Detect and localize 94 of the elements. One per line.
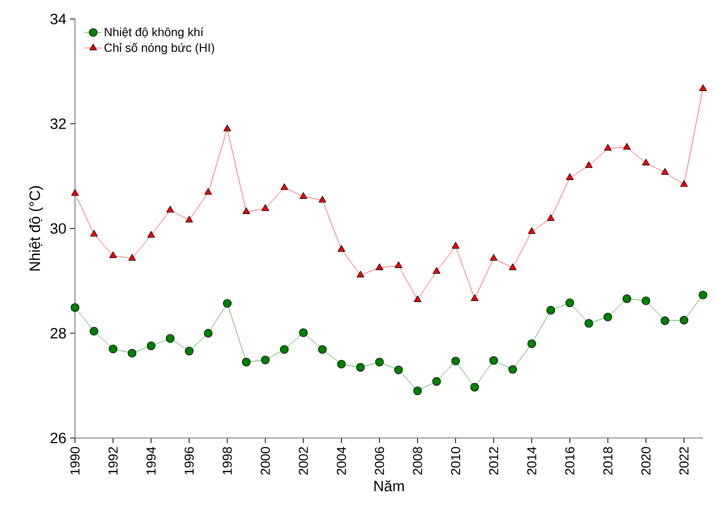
point	[546, 306, 556, 314]
point	[147, 230, 155, 238]
point	[661, 168, 669, 175]
x-tick-label: 2000	[260, 447, 270, 475]
point	[146, 342, 156, 350]
y-tick-label: 28	[50, 328, 66, 339]
point	[623, 143, 631, 150]
point	[280, 345, 289, 354]
point	[452, 242, 460, 249]
point	[318, 345, 327, 354]
point	[242, 207, 250, 214]
point	[71, 189, 79, 196]
x-tick-label: 2020	[641, 447, 650, 475]
point	[470, 382, 479, 392]
x-tick-label: 1992	[108, 447, 118, 474]
point	[166, 334, 174, 343]
point	[699, 84, 707, 91]
point	[128, 254, 136, 261]
point	[318, 196, 326, 202]
point	[300, 192, 308, 199]
x-tick-label: 2004	[336, 446, 346, 475]
point	[584, 318, 594, 328]
point	[680, 180, 688, 187]
point	[642, 296, 650, 306]
point	[642, 158, 650, 166]
point	[356, 362, 365, 372]
point	[109, 251, 117, 258]
point	[528, 227, 536, 234]
point	[508, 263, 516, 270]
point	[70, 303, 80, 312]
point	[222, 299, 232, 308]
x-axis-title: Năm	[374, 480, 404, 492]
point	[204, 328, 213, 338]
point	[337, 360, 346, 368]
point	[128, 348, 136, 358]
point	[622, 294, 632, 303]
point	[338, 245, 346, 252]
point	[604, 144, 612, 151]
legend-label: Chỉ số nóng bức (HI)	[104, 42, 214, 54]
point	[262, 204, 270, 211]
point	[280, 183, 288, 190]
x-tick-label: 2012	[489, 447, 498, 475]
point	[604, 312, 612, 322]
point	[184, 346, 194, 356]
y-tick-label: 30	[50, 223, 66, 234]
x-tick-label: 1990	[70, 447, 80, 474]
x-tick-label: 2002	[298, 447, 308, 475]
point	[527, 339, 536, 348]
point	[413, 386, 422, 396]
point	[565, 298, 574, 308]
x-tick-label: 1996	[184, 447, 194, 474]
x-tick-label: 2018	[603, 447, 612, 475]
point	[223, 124, 232, 132]
y-tick-label: 26	[50, 432, 66, 444]
point	[375, 358, 384, 366]
point	[698, 290, 708, 300]
point	[432, 377, 441, 386]
point	[376, 263, 384, 270]
point	[242, 358, 251, 366]
x-tick-label: 2016	[565, 447, 574, 475]
x-tick-label: 2006	[374, 447, 384, 475]
point	[166, 206, 174, 212]
x-tick-label: 2008	[412, 447, 422, 475]
point	[90, 326, 98, 336]
point	[108, 344, 118, 354]
x-tick-label: 2022	[679, 447, 689, 475]
point	[508, 365, 518, 374]
point	[566, 173, 574, 180]
point	[185, 216, 193, 222]
y-tick-label: 32	[50, 118, 66, 130]
point	[660, 316, 670, 325]
point	[299, 328, 308, 338]
point	[394, 366, 403, 374]
x-tick-label: 1994	[146, 446, 156, 474]
y-axis-title: Nhiệt độ (°C)	[29, 186, 44, 271]
point	[489, 356, 498, 365]
point	[394, 261, 402, 268]
point	[356, 270, 364, 278]
x-tick-label: 2014	[527, 446, 536, 475]
point	[204, 188, 212, 195]
point	[432, 267, 440, 274]
y-tick-label: 34	[50, 14, 66, 24]
point	[470, 294, 478, 301]
point	[490, 254, 498, 261]
point	[547, 214, 555, 221]
point	[680, 316, 688, 324]
point	[414, 295, 422, 302]
point	[451, 356, 460, 366]
x-tick-label: 1998	[222, 447, 232, 474]
point	[90, 230, 98, 237]
legend-label: Nhiệt độ không khí	[104, 27, 204, 39]
point	[261, 356, 270, 364]
x-tick-label: 2010	[451, 447, 460, 475]
point	[585, 161, 593, 168]
